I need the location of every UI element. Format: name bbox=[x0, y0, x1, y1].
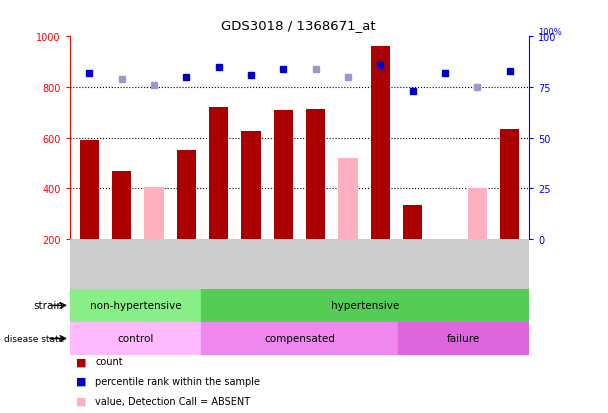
Bar bbox=[201, 322, 398, 355]
Text: ■: ■ bbox=[76, 356, 86, 366]
Text: failure: failure bbox=[447, 334, 480, 344]
Text: ■: ■ bbox=[76, 376, 86, 386]
Bar bbox=[201, 289, 529, 322]
Bar bbox=[403, 205, 423, 240]
Bar bbox=[274, 111, 293, 240]
Text: non-hypertensive: non-hypertensive bbox=[90, 301, 181, 311]
Bar bbox=[500, 130, 519, 240]
Bar bbox=[209, 108, 229, 240]
Text: 100%: 100% bbox=[538, 28, 562, 37]
Text: strain: strain bbox=[34, 301, 64, 311]
Bar bbox=[176, 151, 196, 240]
Text: value, Detection Call = ABSENT: value, Detection Call = ABSENT bbox=[95, 396, 250, 406]
Bar bbox=[338, 159, 358, 240]
Bar bbox=[112, 171, 131, 240]
Bar bbox=[468, 189, 487, 240]
Bar bbox=[70, 289, 201, 322]
Text: hypertensive: hypertensive bbox=[331, 301, 399, 311]
Bar bbox=[241, 132, 261, 240]
Bar bbox=[80, 141, 99, 240]
Text: count: count bbox=[95, 356, 123, 366]
Text: percentile rank within the sample: percentile rank within the sample bbox=[95, 376, 260, 386]
Bar bbox=[70, 322, 201, 355]
Bar bbox=[370, 47, 390, 240]
Text: compensated: compensated bbox=[264, 334, 335, 344]
Text: control: control bbox=[117, 334, 154, 344]
Bar bbox=[144, 188, 164, 240]
Text: disease state: disease state bbox=[4, 334, 64, 343]
Text: ■: ■ bbox=[76, 396, 86, 406]
Bar bbox=[398, 322, 529, 355]
Bar bbox=[306, 109, 325, 240]
Text: GDS3018 / 1368671_at: GDS3018 / 1368671_at bbox=[221, 19, 375, 31]
